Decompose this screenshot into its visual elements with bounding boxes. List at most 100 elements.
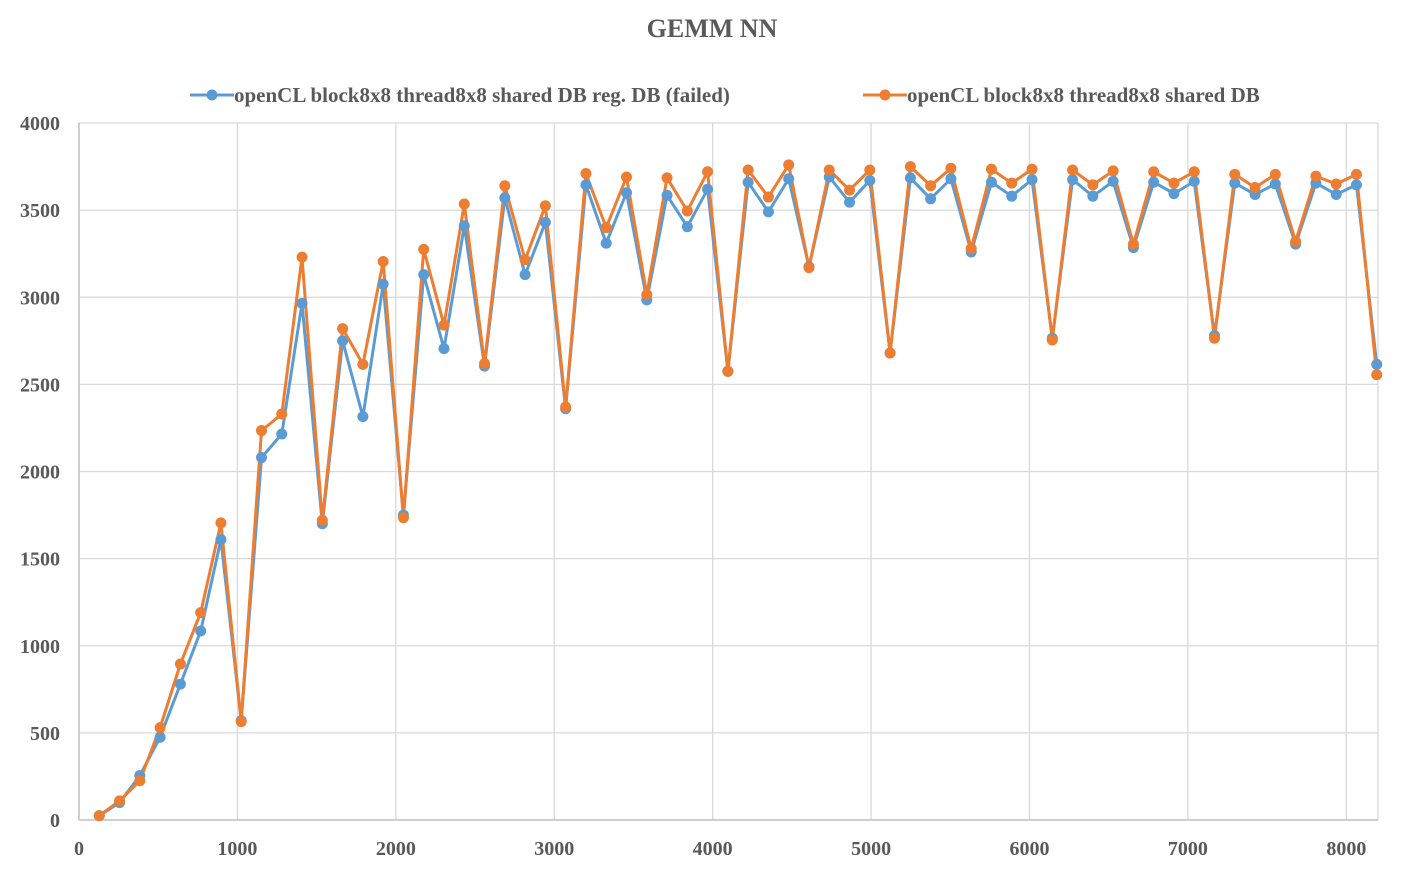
data-point-series-2[interactable] xyxy=(357,358,369,370)
data-point-series-1[interactable] xyxy=(377,278,389,290)
data-point-series-2[interactable] xyxy=(925,180,937,192)
data-point-series-1[interactable] xyxy=(1330,188,1342,200)
data-point-series-2[interactable] xyxy=(702,166,714,178)
data-point-series-2[interactable] xyxy=(1269,168,1281,180)
data-point-series-2[interactable] xyxy=(195,607,207,619)
data-point-series-2[interactable] xyxy=(1006,177,1018,189)
data-point-series-2[interactable] xyxy=(316,514,328,526)
data-point-series-1[interactable] xyxy=(458,220,470,232)
data-point-series-2[interactable] xyxy=(397,512,409,524)
data-point-series-1[interactable] xyxy=(925,193,937,205)
data-point-series-1[interactable] xyxy=(580,179,592,191)
data-point-series-1[interactable] xyxy=(985,176,997,188)
data-point-series-2[interactable] xyxy=(93,810,105,822)
data-point-series-2[interactable] xyxy=(620,171,632,183)
data-point-series-1[interactable] xyxy=(174,678,186,690)
data-point-series-2[interactable] xyxy=(945,162,957,174)
data-point-series-1[interactable] xyxy=(337,335,349,347)
data-point-series-2[interactable] xyxy=(1229,168,1241,180)
data-point-series-2[interactable] xyxy=(276,408,288,420)
data-point-series-1[interactable] xyxy=(438,343,450,355)
data-point-series-1[interactable] xyxy=(195,625,207,637)
data-point-series-2[interactable] xyxy=(803,262,815,274)
data-point-series-2[interactable] xyxy=(174,658,186,670)
data-point-series-2[interactable] xyxy=(1168,177,1180,189)
data-point-series-2[interactable] xyxy=(762,191,774,203)
data-point-series-1[interactable] xyxy=(1269,178,1281,190)
data-point-series-2[interactable] xyxy=(1330,178,1342,190)
data-point-series-2[interactable] xyxy=(844,184,856,196)
data-point-series-2[interactable] xyxy=(255,425,267,437)
data-point-series-1[interactable] xyxy=(904,172,916,184)
data-point-series-1[interactable] xyxy=(702,183,714,195)
data-point-series-2[interactable] xyxy=(985,163,997,175)
data-point-series-2[interactable] xyxy=(337,323,349,335)
data-point-series-2[interactable] xyxy=(1148,166,1160,178)
data-point-series-1[interactable] xyxy=(844,196,856,208)
data-point-series-1[interactable] xyxy=(357,411,369,423)
data-point-series-2[interactable] xyxy=(1107,165,1119,177)
data-point-series-2[interactable] xyxy=(1046,334,1058,346)
data-point-series-2[interactable] xyxy=(1026,163,1038,175)
data-point-series-1[interactable] xyxy=(1067,174,1079,186)
data-point-series-2[interactable] xyxy=(580,168,592,180)
data-point-series-1[interactable] xyxy=(519,269,531,281)
data-point-series-1[interactable] xyxy=(296,297,308,309)
data-point-series-2[interactable] xyxy=(1371,369,1383,381)
data-point-series-1[interactable] xyxy=(945,173,957,185)
data-point-series-1[interactable] xyxy=(154,731,166,743)
data-point-series-1[interactable] xyxy=(661,189,673,201)
data-point-series-1[interactable] xyxy=(1087,190,1099,202)
data-point-series-2[interactable] xyxy=(458,198,470,210)
data-point-series-2[interactable] xyxy=(235,716,247,728)
data-point-series-2[interactable] xyxy=(823,164,835,176)
data-point-series-1[interactable] xyxy=(681,221,693,233)
data-point-series-2[interactable] xyxy=(681,205,693,217)
data-point-series-2[interactable] xyxy=(377,256,389,268)
data-point-series-2[interactable] xyxy=(783,159,795,171)
data-point-series-1[interactable] xyxy=(762,206,774,218)
data-point-series-2[interactable] xyxy=(884,347,896,359)
data-point-series-2[interactable] xyxy=(1127,238,1139,250)
data-point-series-2[interactable] xyxy=(1249,181,1261,193)
data-point-series-1[interactable] xyxy=(539,216,551,228)
data-point-series-1[interactable] xyxy=(1371,358,1383,370)
data-point-series-2[interactable] xyxy=(1209,332,1221,344)
data-point-series-2[interactable] xyxy=(864,164,876,176)
data-point-series-2[interactable] xyxy=(296,251,308,263)
data-point-series-2[interactable] xyxy=(1087,179,1099,191)
data-point-series-1[interactable] xyxy=(864,175,876,187)
data-point-series-2[interactable] xyxy=(904,161,916,173)
data-point-series-1[interactable] xyxy=(742,176,754,188)
data-point-series-2[interactable] xyxy=(519,254,531,266)
data-point-series-1[interactable] xyxy=(215,533,227,545)
data-point-series-2[interactable] xyxy=(641,289,653,301)
data-point-series-2[interactable] xyxy=(722,365,734,377)
data-point-series-2[interactable] xyxy=(418,243,430,255)
data-point-series-2[interactable] xyxy=(499,180,511,192)
legend-item-series-2[interactable]: openCL block8x8 thread8x8 shared DB xyxy=(863,80,1260,110)
data-point-series-1[interactable] xyxy=(276,428,288,440)
data-point-series-1[interactable] xyxy=(1229,177,1241,189)
data-point-series-1[interactable] xyxy=(1188,175,1200,187)
data-point-series-1[interactable] xyxy=(499,192,511,204)
data-point-series-2[interactable] xyxy=(742,164,754,176)
data-point-series-2[interactable] xyxy=(154,722,166,734)
data-point-series-1[interactable] xyxy=(783,173,795,185)
data-point-series-2[interactable] xyxy=(965,242,977,254)
data-point-series-2[interactable] xyxy=(215,517,227,529)
data-point-series-1[interactable] xyxy=(1168,188,1180,200)
data-point-series-2[interactable] xyxy=(1067,164,1079,176)
data-point-series-2[interactable] xyxy=(539,200,551,212)
data-point-series-2[interactable] xyxy=(134,775,146,787)
data-point-series-1[interactable] xyxy=(600,237,612,249)
legend-item-series-1[interactable]: openCL block8x8 thread8x8 shared DB reg.… xyxy=(190,80,730,110)
data-point-series-2[interactable] xyxy=(114,795,126,807)
data-point-series-1[interactable] xyxy=(620,187,632,199)
data-point-series-1[interactable] xyxy=(255,452,267,464)
data-point-series-2[interactable] xyxy=(600,222,612,234)
data-point-series-1[interactable] xyxy=(1026,174,1038,186)
data-point-series-2[interactable] xyxy=(560,401,572,413)
data-point-series-1[interactable] xyxy=(1006,190,1018,202)
data-point-series-1[interactable] xyxy=(1148,176,1160,188)
